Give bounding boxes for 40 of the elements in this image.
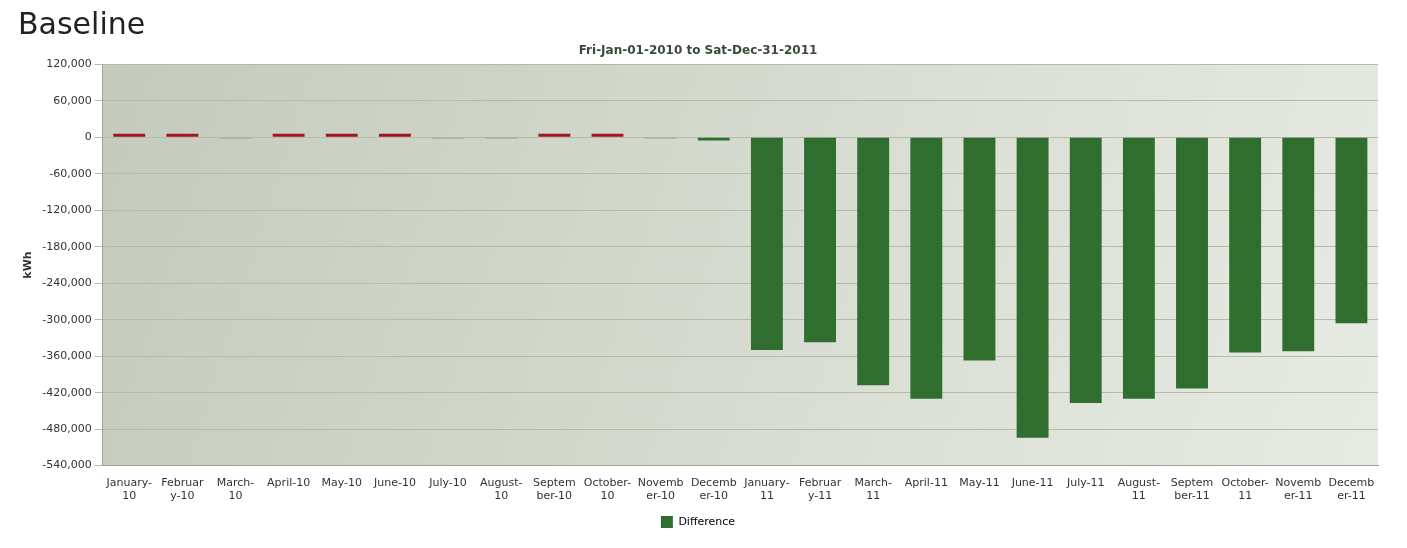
x-tick-label: June-10: [372, 476, 416, 490]
x-tick-label: November-11: [1275, 476, 1322, 503]
chart-subtitle: Fri-Jan-01-2010 to Sat-Dec-31-2011: [578, 43, 818, 58]
x-tick-label: August-10: [479, 476, 523, 503]
x-tick-label: September-10: [533, 476, 576, 503]
y-tick-label: -180,000: [42, 239, 92, 253]
x-tick-label: August-11: [1117, 476, 1161, 503]
x-tick-label: April-10: [267, 476, 311, 490]
x-tick-label: September-11: [1170, 476, 1214, 503]
y-tick-label: -360,000: [42, 349, 92, 363]
x-tick-label: January-11: [743, 476, 790, 503]
x-tick-label: October-10: [583, 476, 632, 503]
chart-title: Baseline: [18, 5, 146, 41]
x-tick-label: January-10: [105, 476, 152, 503]
x-tick-label: December-10: [690, 476, 737, 503]
y-tick-label: -420,000: [42, 385, 92, 399]
x-tick-label: April-11: [904, 476, 948, 490]
y-tick-label: -240,000: [42, 276, 92, 290]
x-tick-label: March-10: [216, 476, 255, 503]
y-tick-label: 120,000: [46, 57, 92, 71]
y-tick-label: -300,000: [42, 312, 92, 326]
x-tick-label: July-10: [428, 476, 467, 490]
x-tick-label: June-11: [1010, 476, 1054, 490]
x-tick-label: February-11: [798, 476, 842, 503]
y-tick-label: 60,000: [53, 93, 92, 107]
x-tick-label: December-11: [1328, 476, 1375, 503]
y-tick-label: 0: [84, 130, 92, 144]
x-tick-label: July-11: [1065, 476, 1105, 490]
y-tick-label: -60,000: [49, 166, 92, 180]
x-tick-label: May-11: [959, 476, 1000, 490]
y-tick-label: -480,000: [42, 421, 92, 435]
y-tick-label: -540,000: [42, 458, 92, 472]
x-tick-label: November-10: [637, 476, 684, 503]
y-tick-label: -120,000: [42, 203, 92, 217]
legend-label: Difference: [678, 514, 736, 528]
x-tick-label: May-10: [321, 476, 363, 490]
x-tick-label: March-11: [854, 476, 892, 503]
x-tick-label: February-10: [161, 476, 204, 503]
x-tick-label: October-11: [1221, 476, 1269, 503]
y-axis-title: kWh: [21, 251, 35, 279]
